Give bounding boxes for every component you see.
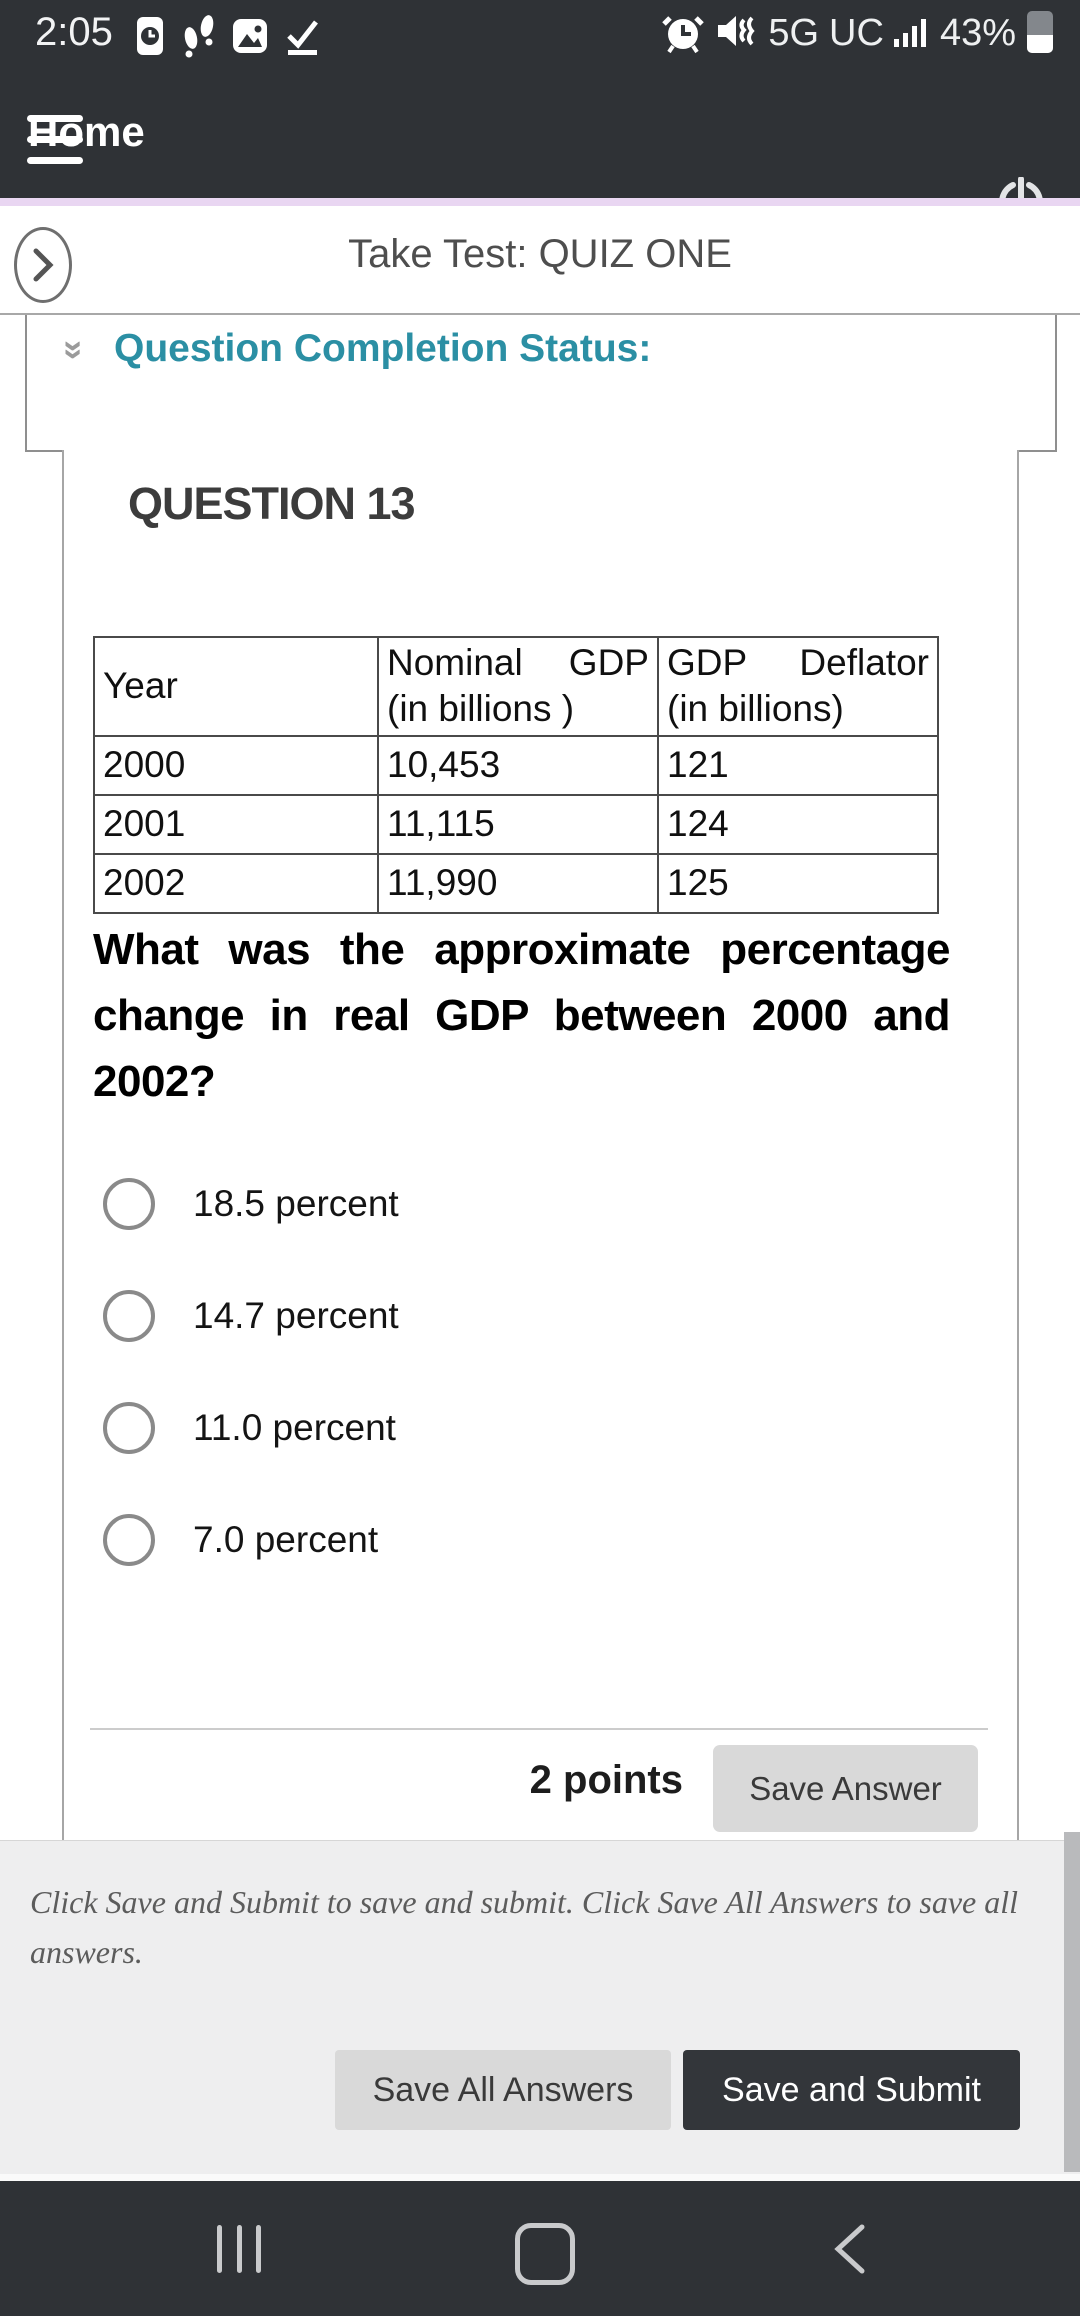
- clock-time: 2:05: [35, 10, 113, 54]
- scrollbar-thumb[interactable]: [1064, 1832, 1080, 2172]
- status-indicators: 5G UC 43%: [662, 8, 1054, 58]
- steps-icon: [181, 14, 217, 63]
- col-header-year: Year: [93, 636, 379, 737]
- instruction-line: answers.: [30, 1934, 143, 1970]
- cell-defl-2002: 125: [657, 852, 939, 914]
- hamburger-menu-icon[interactable]: [27, 115, 83, 164]
- cell-year-2002: 2002: [93, 852, 379, 914]
- battery-icon: [1026, 7, 1054, 60]
- header-divider: [0, 313, 1080, 315]
- mute-vibrate-icon: [714, 8, 758, 59]
- instruction-line: Click Save and Submit to save and submit…: [30, 1884, 1019, 1920]
- double-chevron-down-icon[interactable]: »: [55, 339, 97, 361]
- prompt-line: What was the approximate percentage: [93, 925, 951, 974]
- network-type-label: 5G: [768, 11, 820, 54]
- col-header-nominal-gdp: Nominal GDP (in billions ): [377, 636, 659, 737]
- cell-defl-2000: 121: [657, 734, 939, 796]
- col-header-gdp-deflator: GDP Deflator (in billions): [657, 636, 939, 737]
- cell-ngdp-2002: 11,990: [377, 852, 659, 914]
- question-completion-link[interactable]: Question Completion Status:: [114, 327, 652, 370]
- back-icon[interactable]: [832, 2223, 866, 2275]
- footer-instruction: Click Save and Submit to save and submit…: [30, 1877, 1040, 1977]
- chevron-right-icon: [33, 248, 54, 282]
- device-clock-icon: [133, 14, 167, 63]
- points-label: 2 points: [529, 1758, 683, 1802]
- answer-option-1[interactable]: 18.5 percent: [103, 1178, 399, 1230]
- app-bar-accent-line: [0, 198, 1080, 206]
- option-label[interactable]: 14.7 percent: [193, 1295, 399, 1336]
- option-label[interactable]: 7.0 percent: [193, 1519, 379, 1560]
- alarm-icon: [662, 8, 705, 59]
- signal-icon: [893, 11, 930, 56]
- option-label[interactable]: 18.5 percent: [193, 1183, 399, 1224]
- gallery-icon: [231, 14, 269, 63]
- android-nav-bar: [0, 2181, 1080, 2316]
- prompt-line: change in real GDP between 2000 and: [93, 991, 951, 1040]
- table-row: 2001 11,115 124: [93, 793, 939, 855]
- save-answer-button[interactable]: Save Answer: [713, 1745, 978, 1832]
- table-header-row: Year Nominal GDP (in billions ) GDP Defl…: [93, 636, 939, 737]
- cell-year-2000: 2000: [93, 734, 379, 796]
- status-bar: 2:05 5G UC: [0, 0, 1080, 66]
- radio-button-icon[interactable]: [103, 1514, 155, 1566]
- prompt-line: 2002?: [93, 1057, 216, 1106]
- save-all-answers-button[interactable]: Save All Answers: [335, 2050, 671, 2130]
- submit-footer: Click Save and Submit to save and submit…: [0, 1840, 1080, 2175]
- radio-button-icon[interactable]: [103, 1178, 155, 1230]
- radio-button-icon[interactable]: [103, 1402, 155, 1454]
- cell-ngdp-2001: 11,115: [377, 793, 659, 855]
- home-icon[interactable]: [515, 2223, 575, 2285]
- answer-option-4[interactable]: 7.0 percent: [103, 1514, 378, 1566]
- table-row: 2002 11,990 125: [93, 852, 939, 914]
- save-and-submit-button[interactable]: Save and Submit: [683, 2050, 1020, 2130]
- check-icon: [283, 14, 321, 63]
- answer-option-2[interactable]: 14.7 percent: [103, 1290, 399, 1342]
- footer-gap: [0, 2174, 1080, 2181]
- option-label[interactable]: 11.0 percent: [193, 1407, 396, 1448]
- app-bar: Home: [0, 66, 1080, 225]
- gdp-data-table: Year Nominal GDP (in billions ) GDP Defl…: [93, 636, 939, 914]
- network-sub-label: UC: [829, 11, 884, 54]
- answer-option-3[interactable]: 11.0 percent: [103, 1402, 396, 1454]
- question-prompt: What was the approximate percentage chan…: [93, 917, 951, 1115]
- cell-year-2001: 2001: [93, 793, 379, 855]
- battery-percent-label: 43%: [939, 11, 1016, 54]
- cell-ngdp-2000: 10,453: [377, 734, 659, 796]
- answer-divider: [90, 1728, 988, 1730]
- test-header: Take Test: QUIZ ONE: [0, 206, 1080, 313]
- radio-button-icon[interactable]: [103, 1290, 155, 1342]
- notification-icons: [133, 14, 321, 63]
- recents-icon[interactable]: [217, 2225, 261, 2273]
- cell-defl-2001: 124: [657, 793, 939, 855]
- table-row: 2000 10,453 121: [93, 734, 939, 796]
- page-title: Take Test: QUIZ ONE: [348, 232, 732, 276]
- expand-panel-button[interactable]: [14, 227, 72, 303]
- question-completion-panel: » Question Completion Status:: [25, 315, 1057, 452]
- question-heading: QUESTION 13: [128, 478, 416, 529]
